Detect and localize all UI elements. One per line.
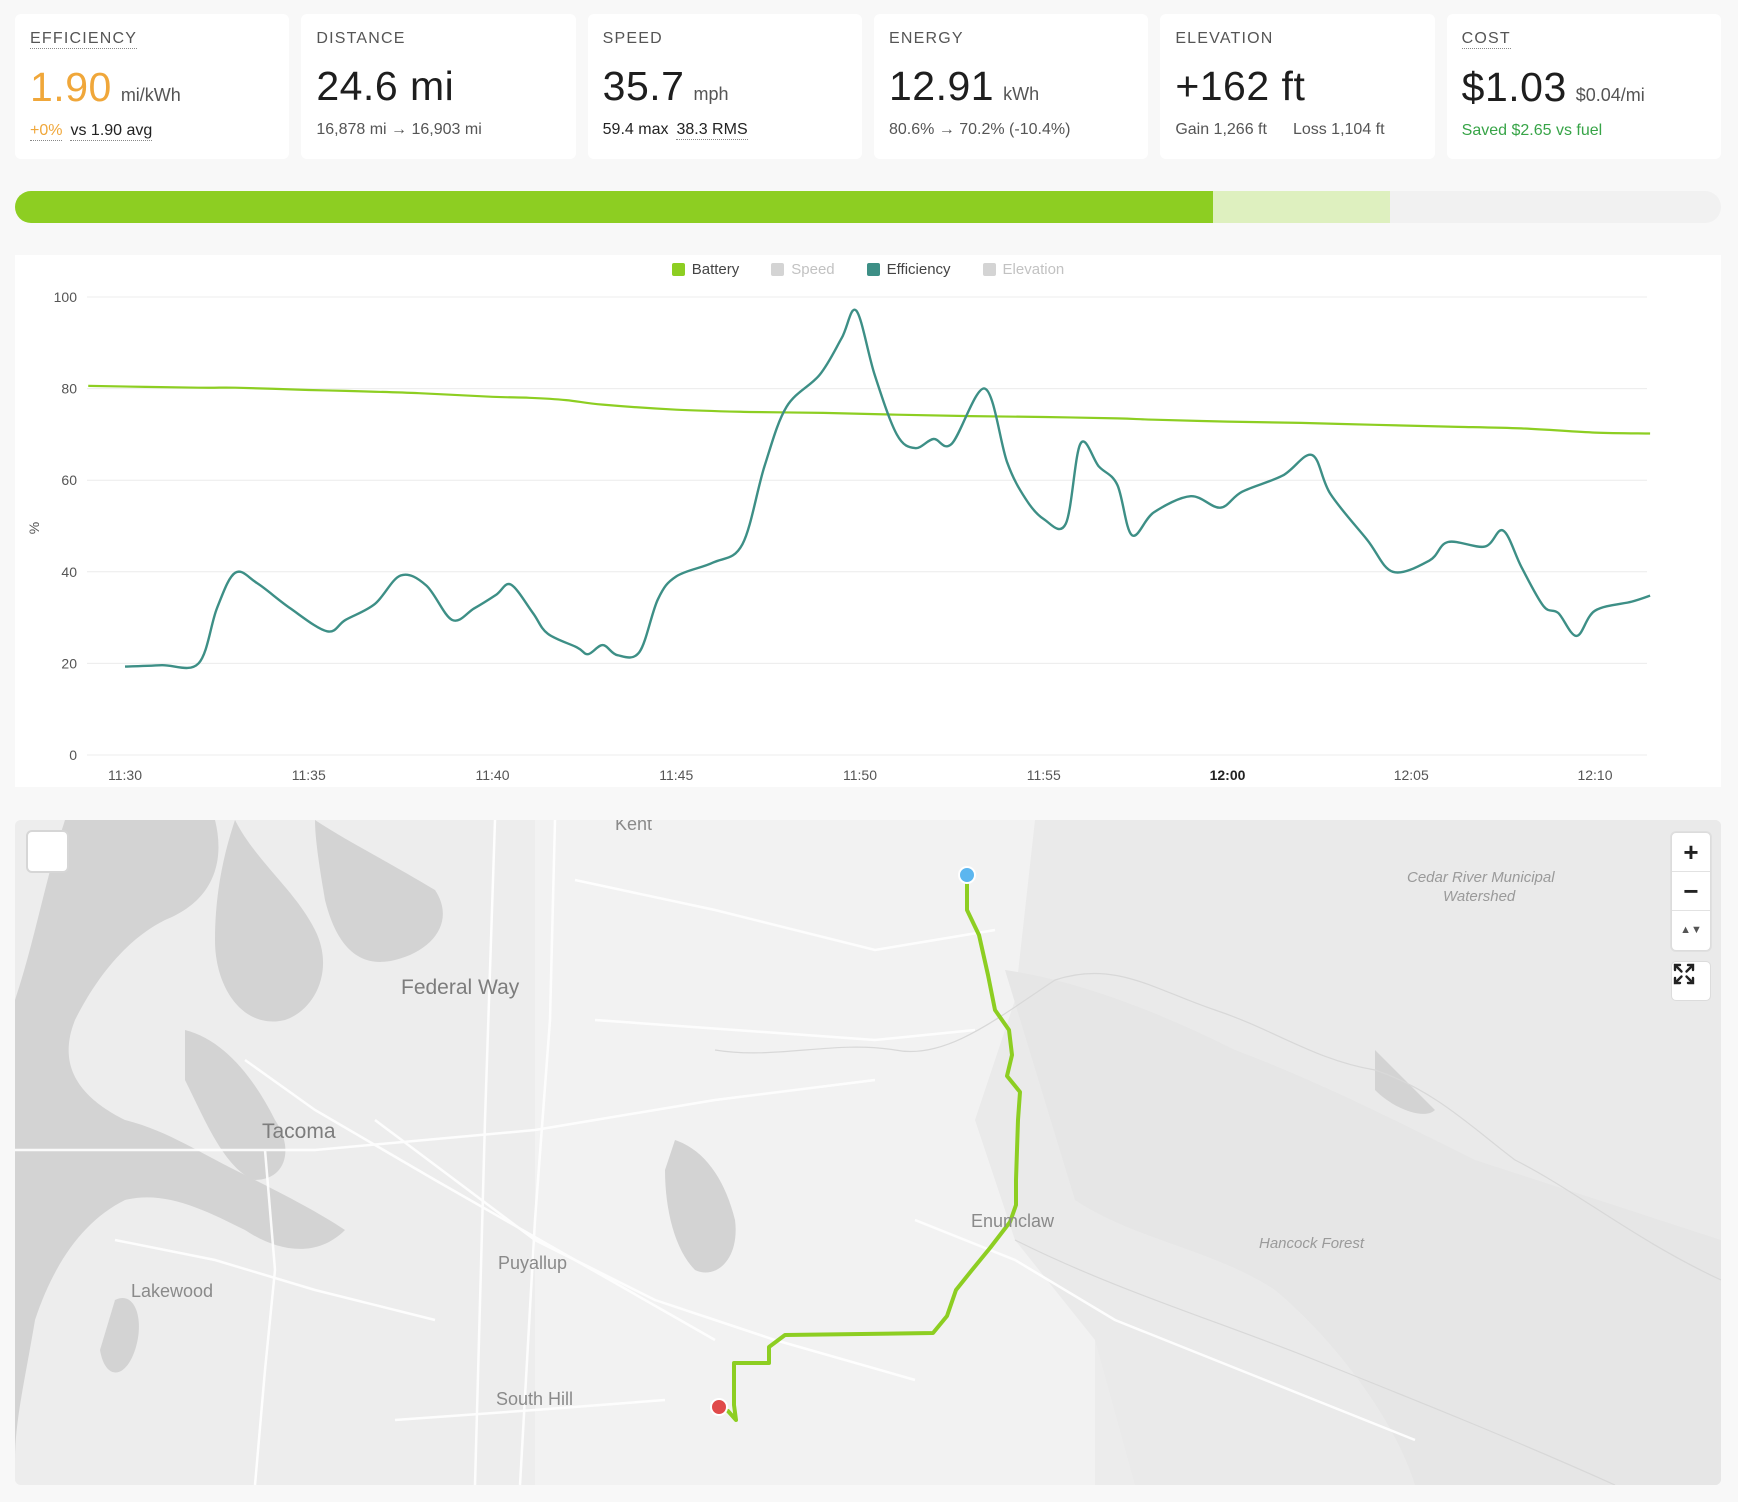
distance-label: DISTANCE (316, 30, 406, 47)
legend-speed-label: Speed (791, 261, 835, 278)
y-tick-label: 60 (61, 472, 77, 488)
speed-label: SPEED (602, 30, 663, 47)
speed-value: 35.7 (602, 63, 685, 109)
stats-cards: EFFICIENCY 1.90 mi/kWh +0% vs 1.90 avg D… (15, 14, 1721, 159)
zoom-out-button[interactable]: − (1672, 872, 1710, 911)
speed-rms[interactable]: 38.3 RMS (676, 121, 748, 140)
speed-max: 59.4 max (602, 121, 669, 138)
zoom-in-button[interactable]: + (1672, 833, 1710, 872)
efficiency-unit: mi/kWh (120, 85, 181, 105)
map-label-cedar-river: Cedar River Municipal (1407, 869, 1555, 886)
map-label-tacoma: Tacoma (262, 1120, 336, 1143)
terrain-shading (15, 820, 1721, 1485)
chart-legend: Battery Speed Efficiency Elevation (15, 261, 1721, 278)
fuel-savings: Saved $2.65 vs fuel (1461, 122, 1603, 139)
x-tick-label: 11:45 (659, 767, 693, 783)
map-label-kent: Kent (615, 820, 653, 834)
x-tick-label: 11:55 (1027, 767, 1061, 783)
elevation-card[interactable]: ELEVATION +162 ft Gain 1,266 ft Loss 1,1… (1160, 14, 1435, 159)
energy-label: ENERGY (888, 30, 964, 47)
y-tick-label: 80 (61, 381, 77, 397)
road-network (15, 820, 1416, 1485)
legend-elevation[interactable]: Elevation (982, 261, 1065, 278)
map-label-enumclaw: Enumclaw (971, 1211, 1055, 1231)
battery-progress-bar (15, 191, 1721, 223)
compass-icon: ▲▼ (1680, 924, 1702, 936)
map-canvas[interactable] (15, 820, 1721, 1485)
speed-unit: mph (693, 84, 729, 104)
x-tick-label: 11:30 (108, 767, 142, 783)
x-tick-label: 11:40 (476, 767, 510, 783)
map-label-lakewood: Lakewood (131, 1281, 214, 1301)
elevation-loss: Loss 1,104 ft (1292, 121, 1385, 138)
fullscreen-button[interactable] (1671, 961, 1711, 1001)
trip-chart[interactable]: Battery Speed Efficiency Elevation 0 20 40… (15, 255, 1721, 787)
distance-card[interactable]: DISTANCE 24.6 mi 16,878 mi → 16,903 mi (301, 14, 576, 159)
efficiency-compare[interactable]: vs 1.90 avg (70, 122, 153, 141)
y-tick-label: 40 (61, 564, 77, 580)
fullscreen-icon (1673, 963, 1695, 985)
efficiency-value: 1.90 (30, 64, 112, 110)
battery-consumed-fill (1212, 191, 1391, 223)
efficiency-label[interactable]: EFFICIENCY (30, 30, 138, 49)
legend-speed[interactable]: Speed (771, 261, 835, 278)
energy-value: 12.91 (888, 63, 995, 109)
legend-elevation-swatch (982, 263, 996, 276)
legend-battery-swatch (671, 263, 685, 276)
cost-label[interactable]: COST (1461, 30, 1511, 49)
map-label-puyallup: Puyallup (498, 1253, 568, 1273)
legend-battery[interactable]: Battery (671, 261, 740, 278)
y-tick-label: 100 (54, 289, 78, 305)
legend-efficiency[interactable]: Efficiency (866, 261, 951, 278)
battery-remaining-fill (15, 191, 1213, 223)
x-tick-label: 12:00 (1210, 767, 1246, 783)
legend-speed-swatch (771, 263, 785, 276)
elevation-value: +162 ft (1175, 63, 1306, 109)
y-tick-label: 0 (69, 747, 77, 763)
odometer-range: 16,878 mi → 16,903 mi (316, 121, 482, 138)
water-bodies (15, 820, 1435, 1460)
efficiency-change: +0% (30, 122, 63, 141)
distance-value: 24.6 mi (316, 63, 455, 109)
series-line-efficiency (124, 308, 1651, 670)
map-label-south-hill: South Hill (496, 1389, 574, 1409)
route-map[interactable]: Kent Federal Way Tacoma Puyallup Lakewoo… (15, 820, 1721, 1485)
x-tick-label: 12:10 (1577, 767, 1612, 783)
map-zoom-controls: + − ▲▼ (1671, 832, 1711, 951)
legend-efficiency-label: Efficiency (886, 261, 951, 278)
cost-card[interactable]: COST $1.03 $0.04/mi Saved $2.65 vs fuel (1446, 14, 1721, 159)
route-end-marker[interactable] (710, 1398, 728, 1416)
map-style-toggle[interactable] (26, 830, 69, 873)
route-start-marker[interactable] (958, 866, 976, 884)
battery-range: 80.6% → 70.2% (-10.4%) (888, 121, 1071, 138)
legend-battery-label: Battery (691, 261, 740, 278)
map-label-hancock-forest: Hancock Forest (1259, 1235, 1365, 1252)
rivers (714, 972, 1721, 1485)
map-label-federal-way: Federal Way (401, 976, 520, 999)
x-tick-label: 11:35 (292, 767, 326, 783)
speed-card[interactable]: SPEED 35.7 mph 59.4 max 38.3 RMS (587, 14, 862, 159)
elevation-gain: Gain 1,266 ft (1175, 121, 1267, 138)
y-tick-label: 20 (61, 655, 77, 671)
y-axis-label: % (26, 522, 42, 534)
cost-per-mile: $0.04/mi (1575, 85, 1645, 105)
route-line (726, 873, 1022, 1422)
cost-value: $1.03 (1461, 64, 1567, 110)
compass-reset-button[interactable]: ▲▼ (1672, 911, 1710, 950)
legend-elevation-label: Elevation (1002, 261, 1065, 278)
x-tick-label: 12:05 (1394, 767, 1429, 783)
elevation-label: ELEVATION (1175, 30, 1274, 47)
x-tick-label: 11:50 (843, 767, 877, 783)
chart-canvas[interactable]: 0 20 40 60 80 100% 11:30 11:35 11:40 11:45 11:50 11… (15, 255, 1721, 787)
map-label-watershed: Watershed (1443, 888, 1516, 905)
energy-card[interactable]: ENERGY 12.91 kWh 80.6% → 70.2% (-10.4%) (873, 14, 1149, 159)
efficiency-card[interactable]: EFFICIENCY 1.90 mi/kWh +0% vs 1.90 avg (15, 14, 290, 159)
energy-unit: kWh (1003, 84, 1040, 104)
series-line-battery (88, 384, 1651, 435)
legend-efficiency-swatch (866, 263, 880, 276)
